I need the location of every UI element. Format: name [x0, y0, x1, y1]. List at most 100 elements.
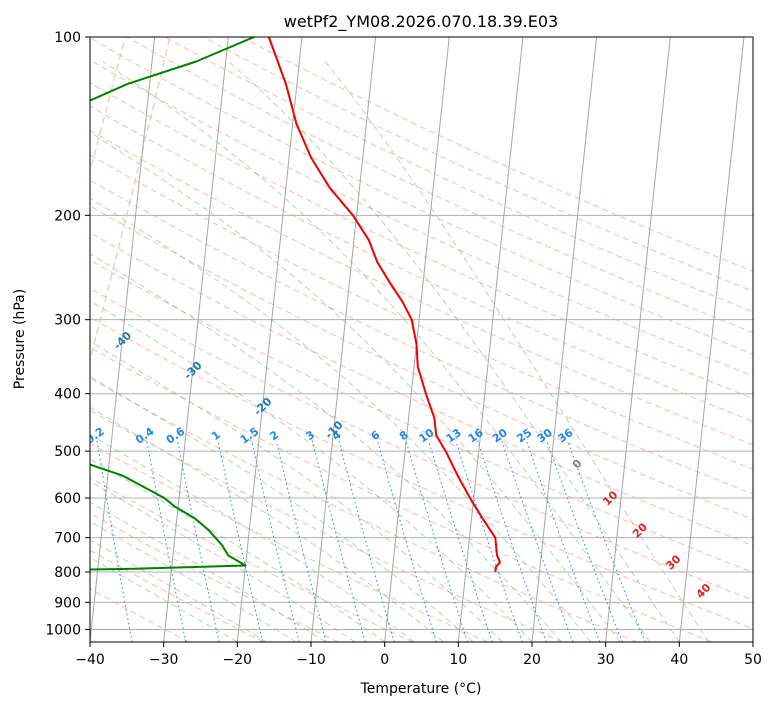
mixing-ratio-line [311, 440, 366, 642]
y-tick-label: 800 [54, 565, 81, 581]
mixing-ratio-label: 10 [417, 426, 437, 446]
x-axis: −40 −30 −20 −10 0 10 20 30 40 50 [75, 642, 762, 668]
dry-adiabats [90, 37, 753, 642]
mixing-ratio-label: 0.2 [83, 425, 106, 447]
moist-adiabat [90, 300, 533, 642]
isotherm-label: -40 [111, 329, 134, 352]
dry-adiabat [90, 232, 753, 547]
moist-adiabat [90, 539, 268, 642]
mixing-ratio-line [405, 440, 468, 642]
isotherm [605, 37, 671, 642]
x-tick-label: 40 [670, 652, 688, 668]
isotherm [678, 37, 745, 642]
mixing-ratio-line [96, 440, 133, 642]
plot-frame [89, 36, 754, 643]
mixing-ratio-line [217, 440, 264, 642]
isotherm [0, 37, 7, 642]
moist-adiabat [90, 458, 385, 642]
dry-adiabat [90, 82, 753, 400]
mixing-ratio-line [146, 440, 187, 642]
mixing-ratio-label: 30 [535, 426, 555, 446]
moist-adiabat [90, 253, 562, 642]
x-tick-label: −20 [223, 652, 253, 668]
x-tick-label: 0 [380, 652, 389, 668]
x-tick-label: 50 [744, 652, 762, 668]
y-tick-label: 100 [54, 30, 81, 46]
y-tick-label: 500 [54, 444, 81, 460]
dry-adiabat [90, 105, 753, 423]
isotherm [752, 637, 753, 642]
isotherm [457, 37, 524, 642]
dry-adiabat [90, 287, 753, 601]
mixing-ratio-label: 16 [466, 426, 486, 446]
dry-adiabat [90, 37, 753, 355]
dewpoint-profile [90, 37, 255, 571]
dry-adiabat [90, 442, 488, 642]
y-tick-label: 600 [54, 491, 81, 507]
x-axis-title: Temperature (°C) [360, 681, 482, 697]
chart-title: wetPf2_YM08.2026.070.18.39.E03 [284, 12, 558, 32]
dry-adiabat [240, 37, 753, 272]
moist-adiabat [90, 501, 326, 642]
mixing-ratio-label: 8 [397, 428, 411, 443]
grid-layer [90, 37, 753, 630]
dry-adiabat [90, 154, 753, 470]
dry-adiabat [90, 316, 753, 630]
dry-adiabat [164, 37, 753, 313]
dry-adiabat [90, 129, 753, 446]
moist-adiabat-label: 10 [600, 488, 620, 508]
plot-area: 0.10.20.40.611.52346810131620253036-100-… [0, 37, 753, 642]
y-axis: 100 200 300 400 500 600 700 800 900 1000 [45, 30, 90, 638]
isotherm-label: -50 [41, 290, 64, 313]
mixing-ratio-label: 6 [369, 428, 383, 443]
moist-adiabat [90, 480, 356, 642]
y-tick-label: 200 [54, 208, 81, 224]
dry-adiabat [90, 179, 753, 495]
x-tick-label: 10 [449, 652, 467, 668]
mixing-ratio-label: 3 [303, 428, 317, 443]
mixing-ratio-label: 0.4 [133, 425, 157, 447]
isotherm [90, 37, 156, 642]
moist-adiabat [90, 406, 444, 642]
dry-adiabat [90, 346, 712, 642]
moist-adiabat [324, 61, 710, 642]
mixing-ratio-line [177, 440, 220, 642]
moist-adiabat [90, 520, 297, 642]
y-tick-label: 400 [54, 387, 81, 403]
mixing-ratio-line [525, 440, 601, 642]
x-tick-label: −10 [296, 652, 326, 668]
mixing-ratio-line [477, 440, 547, 642]
x-tick-label: 30 [597, 652, 615, 668]
moist-adiabats [90, 37, 710, 642]
mixing-ratio-label: 2 [267, 428, 281, 443]
y-axis-title: Pressure (hPa) [12, 289, 28, 389]
dry-adiabat [90, 588, 190, 642]
mixing-ratio-lines [96, 440, 646, 642]
saturation-curve [90, 37, 171, 363]
mixing-ratio-line [501, 440, 574, 642]
mixing-ratio-label: 25 [514, 426, 534, 445]
profile-series [90, 37, 501, 573]
isotherm [531, 37, 598, 642]
moist-adiabat [90, 340, 503, 642]
dry-adiabat [126, 37, 753, 334]
y-tick-label: 1000 [45, 622, 81, 638]
dry-adiabat [90, 512, 339, 642]
x-tick-label: 20 [523, 652, 541, 668]
x-tick-label: −30 [149, 652, 179, 668]
moist-adiabat [90, 556, 238, 642]
dry-adiabat [90, 377, 638, 642]
temperature-profile [267, 37, 501, 573]
moist-adiabat-label: 30 [663, 552, 683, 572]
isotherm [384, 37, 450, 642]
moist-adiabat-label: 0 [570, 456, 585, 471]
dry-adiabat [90, 59, 753, 377]
moist-adiabat [90, 375, 474, 642]
y-tick-label: 700 [54, 531, 81, 547]
dry-adiabat [90, 477, 414, 642]
mixing-ratio-label: 1 [209, 428, 223, 443]
isotherm [310, 37, 377, 642]
moist-adiabat [90, 131, 621, 642]
mixing-ratio-line [428, 440, 493, 642]
